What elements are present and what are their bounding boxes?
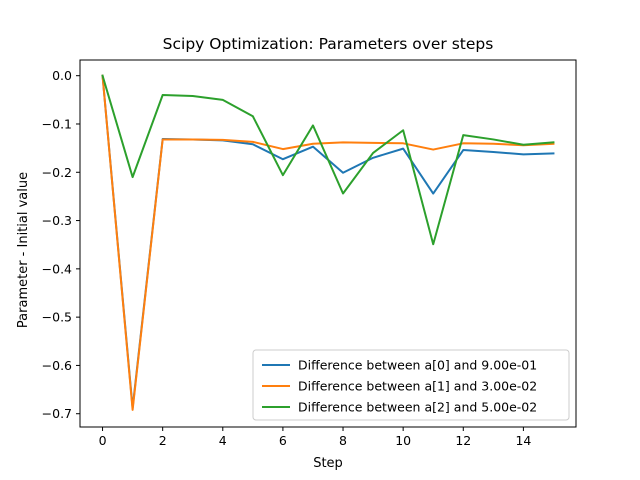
legend-label-1: Difference between a[1] and 3.00e-02 [298, 379, 537, 394]
series-line-1 [101, 74, 555, 411]
y-tick-label: −0.2 [42, 165, 72, 180]
x-axis-label: Step [313, 456, 343, 471]
x-tick-label: 6 [279, 433, 287, 448]
x-tick-label: 10 [395, 433, 411, 448]
x-tick-label: 8 [339, 433, 347, 448]
x-axis: 0 2 4 6 8 10 12 14 [99, 427, 531, 448]
y-axis: 0.0 −0.1 −0.2 −0.3 −0.4 −0.5 −0.6 −0.7 [42, 68, 80, 421]
y-tick-label: −0.5 [42, 310, 72, 325]
x-tick-label: 12 [455, 433, 471, 448]
y-tick-label: −0.6 [42, 358, 72, 373]
chart-title: Scipy Optimization: Parameters over step… [163, 35, 494, 53]
x-tick-label: 2 [159, 433, 167, 448]
legend-label-0: Difference between a[0] and 9.00e-01 [298, 358, 537, 373]
series-line-2 [101, 74, 555, 246]
y-tick-label: −0.1 [42, 116, 72, 131]
y-tick-label: 0.0 [52, 68, 72, 83]
plot-area [79, 59, 577, 428]
legend-label-2: Difference between a[2] and 5.00e-02 [298, 400, 537, 415]
legend-box [252, 349, 570, 421]
y-axis-label: Parameter - Initial value [16, 172, 31, 328]
x-tick-label: 4 [219, 433, 227, 448]
y-tick-label: −0.3 [42, 213, 72, 228]
plot-frame [79, 59, 577, 428]
x-tick-label: 14 [515, 433, 531, 448]
legend: Difference between a[0] and 9.00e-01 Diff… [252, 349, 570, 421]
x-tick-label: 0 [99, 433, 107, 448]
y-tick-label: −0.4 [42, 261, 72, 276]
y-tick-label: −0.7 [42, 406, 72, 421]
